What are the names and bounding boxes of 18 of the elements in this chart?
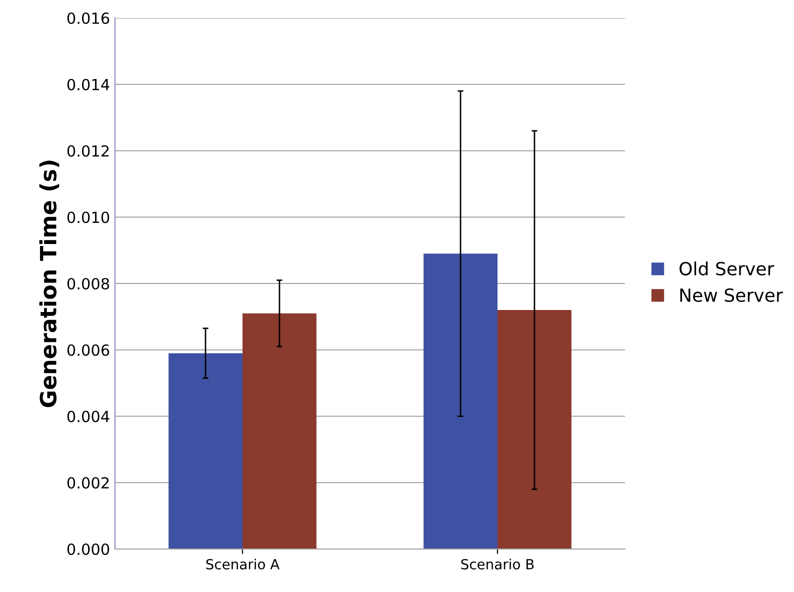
- y-tick-label: 0.006: [67, 344, 110, 356]
- y-tick-label: 0.002: [67, 477, 109, 489]
- bar: [498, 310, 572, 549]
- legend-label: New Server: [680, 288, 783, 302]
- y-axis-title: Generation Time (s): [39, 160, 60, 408]
- x-tick-label: Scenario A: [206, 558, 280, 570]
- x-tick-label: Scenario B: [461, 558, 534, 570]
- y-tick-label: 0.010: [67, 212, 110, 224]
- y-tick-label: 0.012: [67, 145, 109, 157]
- bar: [424, 254, 498, 549]
- bar: [168, 353, 242, 549]
- y-tick-label: 0.016: [67, 12, 110, 24]
- y-tick-label: 0.004: [67, 410, 110, 422]
- bar: [242, 313, 316, 549]
- y-tick-label: 0.000: [67, 543, 110, 556]
- legend-label: Old Server: [680, 262, 774, 276]
- y-tick-label: 0.014: [67, 78, 110, 90]
- y-tick-label: 0.008: [67, 278, 110, 290]
